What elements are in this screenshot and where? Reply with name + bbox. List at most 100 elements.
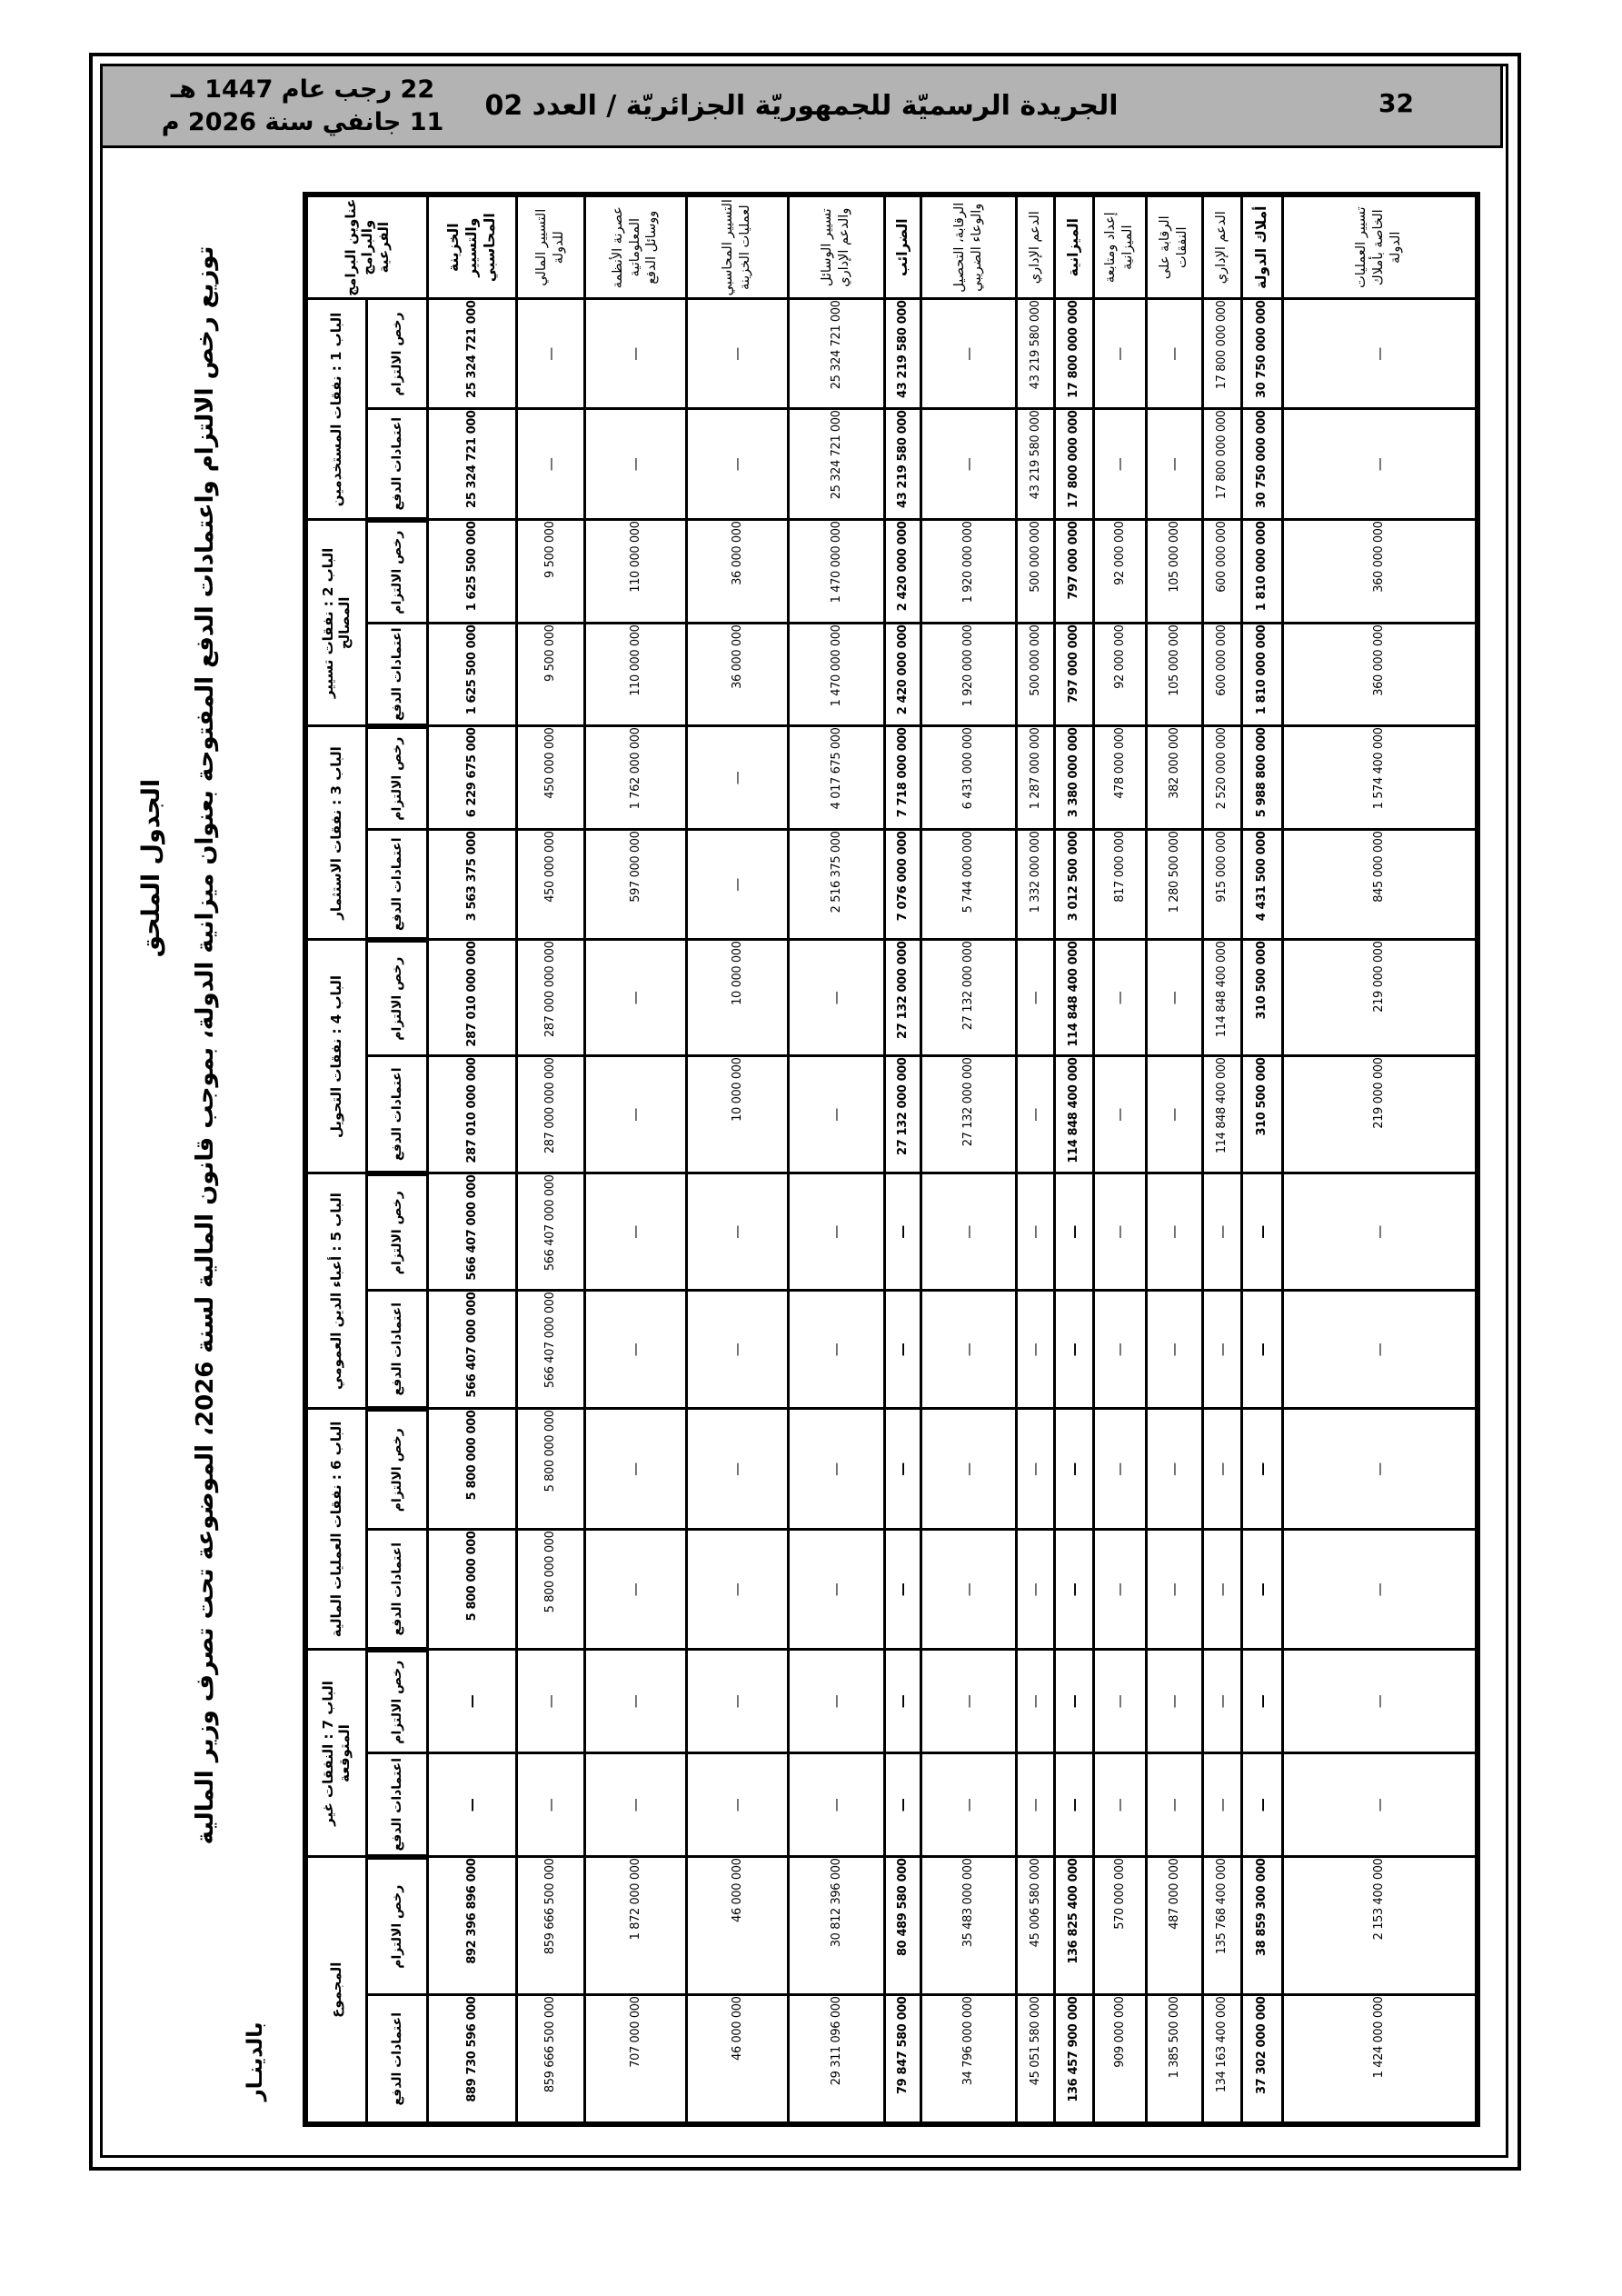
value-cell: 859 666 500 000 [516,1994,584,2124]
value-cell: — [788,1649,884,1753]
value-cell: — [1282,1408,1478,1530]
value-cell: — [584,1055,686,1173]
value-cell: 4 017 675 000 [788,725,884,830]
value-cell: — [920,1173,1016,1291]
value-cell: — [1146,1408,1202,1530]
annex-title: الجدول الملحق [136,778,165,958]
value-cell: 600 000 000 [1202,623,1241,726]
sub-header-commitment: رخص الالتزام [366,1173,427,1291]
program-name: التسيير المالي للدولة [516,194,584,299]
value-cell: 450 000 000 [516,725,584,830]
value-cell: — [884,1173,920,1291]
value-cell: — [1202,1290,1241,1409]
annex-subtitle: توزيع رخص الالتزام واعتمادات الدفع المفت… [192,245,219,1845]
value-cell: — [686,298,788,409]
value-cell: 360 000 000 [1282,623,1478,726]
value-cell: 450 000 000 [516,829,584,940]
value-cell: — [1202,1408,1241,1530]
value-cell: 500 000 000 [1016,519,1054,624]
value-cell: 36 000 000 [686,623,788,726]
value-cell: — [1054,1290,1093,1409]
value-cell: — [1016,1173,1054,1291]
chapter-header: الباب 7 : النفقات غير المتوقعة [305,1649,366,1857]
chapter-header: الباب 3 : نفقات الاستثمار [305,725,366,940]
value-cell: 10 000 000 [686,939,788,1056]
program-name: الدعم الإداري [1202,194,1241,299]
value-cell: — [584,298,686,409]
program-row: التسيير المحاسبي لعمليات الخزينة — —36 000… [686,194,788,2124]
sub-header-commitment: رخص الالتزام [366,298,427,409]
value-cell: 817 000 000 [1093,829,1146,940]
value-cell: 36 000 000 [686,519,788,624]
chapter-header: الباب 2 : نفقات تسيير المصالح [305,519,366,726]
corner-header: عناوين البرامج والبرامج الفرعية [305,194,427,299]
value-cell: — [1146,1290,1202,1409]
value-cell: 382 000 000 [1146,725,1202,830]
value-cell: — [884,1408,920,1530]
value-cell: 1 424 000 000 [1282,1994,1478,2124]
value-cell: 110 000 000 [584,623,686,726]
program-row: الدعم الإداري 43 219 580 000 43 219 580 00… [1016,194,1054,2124]
value-cell: — [584,1529,686,1650]
value-cell: — [686,1290,788,1409]
value-cell: 5 744 000 000 [920,829,1016,940]
value-cell: 287 000 000 000 [516,1055,584,1173]
value-cell: — [1016,1055,1054,1173]
value-cell: 1 920 000 000 [920,519,1016,624]
rotated-table-zone: عناوين البرامج والبرامج الفرعية الباب 1 :… [303,191,1480,2127]
value-cell: 5 800 000 000 [516,1408,584,1530]
program-name: عصرنة الأنظمة المعلوماتية ووسائل الدفع [584,194,686,299]
chapter-header: الباب 6 : نفقات العمليات المالية [305,1408,366,1650]
value-cell: 5 800 000 000 [427,1529,516,1650]
value-cell: — [920,1649,1016,1753]
program-name: الدعم الإداري [1016,194,1054,299]
program-name: التسيير المحاسبي لعمليات الخزينة [686,194,788,299]
page-frame-outer [89,53,1521,2171]
value-cell: 845 000 000 [1282,829,1478,940]
value-cell: 1 810 000 000 [1241,519,1282,624]
value-cell: — [788,939,884,1056]
value-cell: — [1202,1529,1241,1650]
value-cell: — [1146,1649,1202,1753]
sub-header-payment: اعتمادات الدفع [366,408,427,520]
value-cell: — [1282,408,1478,520]
value-cell: — [1241,1649,1282,1753]
value-cell: 114 848 400 000 [1202,1055,1241,1173]
value-cell: 360 000 000 [1282,519,1478,624]
value-cell: 889 730 596 000 [427,1994,516,2124]
value-cell: — [1016,1529,1054,1650]
value-cell: 797 000 000 [1054,623,1093,726]
rotated-table-inner: عناوين البرامج والبرامج الفرعية الباب 1 :… [303,191,1480,2127]
value-cell: — [1241,1173,1282,1291]
value-cell: 79 847 580 000 [884,1994,920,2124]
value-cell: — [1054,1752,1093,1857]
program-row: الدعم الإداري 17 800 000 000 17 800 000 00… [1202,194,1241,2124]
value-cell: 219 000 000 [1282,939,1478,1056]
value-cell: 1 332 000 000 [1016,829,1054,940]
value-cell: 17 800 000 000 [1054,408,1093,520]
chapter-header: الباب 1 : نفقات المستخدمين [305,298,366,520]
value-cell: — [788,1529,884,1650]
value-cell: — [1202,1173,1241,1291]
value-cell: — [1282,1752,1478,1857]
value-cell: 25 324 721 000 [788,408,884,520]
program-name: تسيير الوسائل والدعم الإداري [788,194,884,299]
value-cell: 1 810 000 000 [1241,623,1282,726]
value-cell: — [1146,1173,1202,1291]
value-cell: 43 219 580 000 [1016,298,1054,409]
program-name: الرقابة على النفقات [1146,194,1202,299]
value-cell: — [1054,1529,1093,1650]
issue-dates: 22 رجب عام 1447 هـ 11 جانفي سنة 2026 م [153,74,453,140]
value-cell: 2 153 400 000 [1282,1856,1478,1995]
value-cell: 25 324 721 000 [427,298,516,409]
value-cell: — [1093,1649,1146,1753]
value-cell: — [584,939,686,1056]
value-cell: 5 988 800 000 [1241,725,1282,830]
value-cell: — [1146,1529,1202,1650]
value-cell: 600 000 000 [1202,519,1241,624]
value-cell: — [884,1529,920,1650]
value-cell: — [1146,298,1202,409]
value-cell: — [1241,1290,1282,1409]
value-cell: — [1016,1649,1054,1753]
value-cell: 5 800 000 000 [516,1529,584,1650]
